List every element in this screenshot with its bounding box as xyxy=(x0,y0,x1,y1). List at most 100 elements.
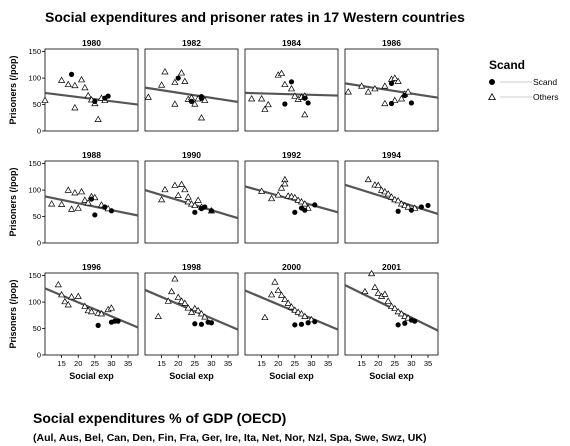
point-others xyxy=(61,297,69,305)
point-others xyxy=(387,302,396,309)
point-others xyxy=(154,312,162,319)
x-tick-label: 20 xyxy=(174,359,182,368)
point-others xyxy=(194,196,202,203)
point-scand xyxy=(298,321,305,327)
point-scand xyxy=(298,205,305,211)
point-others xyxy=(174,293,182,300)
point-others xyxy=(381,290,389,297)
legend-label: Others xyxy=(533,92,559,102)
point-others xyxy=(181,299,189,306)
legend-label: Scand xyxy=(533,77,557,87)
legend-title: Scand xyxy=(489,58,525,72)
point-scand xyxy=(282,101,288,107)
point-others xyxy=(74,292,82,299)
point-others xyxy=(191,201,199,209)
point-scand xyxy=(188,98,195,104)
point-others xyxy=(394,196,402,204)
point-others xyxy=(291,306,299,313)
x-tick-label: 30 xyxy=(307,359,315,368)
point-others xyxy=(191,100,199,107)
point-others xyxy=(161,185,169,193)
panel-1992: 1992 xyxy=(244,150,339,244)
point-others xyxy=(277,184,286,191)
point-others xyxy=(81,302,89,309)
point-scand xyxy=(92,98,98,104)
point-others xyxy=(167,287,176,295)
point-scand xyxy=(208,208,215,214)
point-scand xyxy=(408,100,415,106)
panel-frame xyxy=(344,272,439,356)
point-others xyxy=(281,80,289,88)
x-tick-label: 35 xyxy=(124,359,132,368)
point-scand xyxy=(198,95,205,101)
point-others xyxy=(158,195,166,203)
point-scand xyxy=(68,71,75,77)
point-others xyxy=(274,286,282,294)
panel-title-1980: 1980 xyxy=(82,38,101,48)
point-others xyxy=(184,304,192,311)
point-scand xyxy=(302,95,308,101)
x-tick-label: 35 xyxy=(224,359,232,368)
x-tick-label: 30 xyxy=(207,359,215,368)
point-others xyxy=(301,200,309,207)
point-others xyxy=(367,269,376,277)
panel-frame xyxy=(344,48,439,132)
point-others xyxy=(58,200,66,207)
point-others xyxy=(294,308,302,315)
point-others xyxy=(81,83,89,91)
point-others xyxy=(258,187,266,194)
point-others xyxy=(48,200,56,207)
fit-line xyxy=(244,289,339,331)
y-tick-label: 50 xyxy=(33,212,41,221)
y-tick-label: 150 xyxy=(28,47,41,56)
y-axis-label: Prisoners (/pop) xyxy=(8,55,18,124)
point-scand xyxy=(402,320,408,326)
panel-frame xyxy=(44,272,139,356)
point-scand xyxy=(312,202,318,208)
point-others xyxy=(397,200,406,207)
point-others xyxy=(164,297,172,304)
y-tick-label: 100 xyxy=(28,74,41,83)
point-others xyxy=(77,187,86,195)
point-scand xyxy=(108,208,115,214)
point-others xyxy=(297,310,306,317)
point-others xyxy=(387,193,396,200)
legend: Scand Scand Others xyxy=(488,58,559,102)
point-others xyxy=(197,114,206,121)
point-scand xyxy=(205,319,211,325)
point-others xyxy=(301,110,309,118)
point-scand xyxy=(292,209,298,215)
x-tick-label: 15 xyxy=(157,359,165,368)
legend-item-others: Others xyxy=(488,92,559,102)
point-scand xyxy=(292,322,298,328)
point-others xyxy=(374,289,382,296)
point-others xyxy=(177,297,186,304)
legend-item-scand: Scand xyxy=(489,77,557,87)
point-scand xyxy=(388,80,395,86)
x-tick-label: 35 xyxy=(324,359,332,368)
point-others xyxy=(384,190,392,197)
point-others xyxy=(297,198,306,205)
point-others xyxy=(144,93,152,100)
panel-title-1994: 1994 xyxy=(382,150,401,160)
point-others xyxy=(267,194,276,202)
point-others xyxy=(194,306,202,314)
point-scand xyxy=(402,92,408,99)
panel-1988: 1988 0 50 100 150 Prisoners (/pop) xyxy=(8,150,139,248)
point-others xyxy=(261,313,269,321)
point-scand xyxy=(115,318,121,324)
panel-2000: 2000 15 20 25 30 35 Social exp xyxy=(244,262,339,381)
point-others xyxy=(291,193,299,201)
x-tick-label: 35 xyxy=(424,359,432,368)
point-others xyxy=(258,95,266,102)
y-tick-label: 150 xyxy=(28,159,41,168)
y-axis-label: Prisoners (/pop) xyxy=(8,167,18,236)
point-others xyxy=(287,84,296,92)
point-others xyxy=(187,200,196,207)
point-scand xyxy=(418,204,424,210)
point-others xyxy=(364,88,372,95)
point-others xyxy=(84,199,92,206)
point-scand xyxy=(408,207,415,213)
panel-title-1996: 1996 xyxy=(82,262,101,272)
point-others xyxy=(71,189,79,196)
